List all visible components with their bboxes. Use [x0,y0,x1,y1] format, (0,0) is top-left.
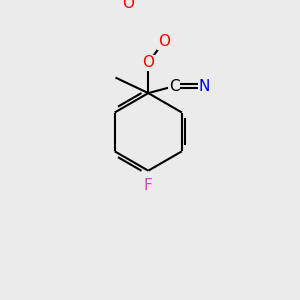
Text: C: C [169,79,179,94]
Text: F: F [144,178,153,193]
Text: N: N [199,79,210,94]
Text: O: O [158,34,170,49]
Text: O: O [142,56,154,70]
Text: O: O [122,0,134,11]
